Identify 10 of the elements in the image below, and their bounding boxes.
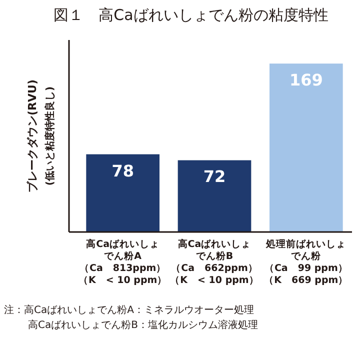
text: 注：高Caばれいしょでん粉A：ミネラルウオーター処理 — [4, 304, 254, 316]
chart-title: 図１ 高Caばれいしょでん粉の粘度特性 — [54, 6, 328, 24]
text: 高Caばれいしょでん粉B：塩化カルシウム溶液処理 — [28, 319, 258, 331]
x-tick-label: 高Caばれいしょでん粉B（Ca 662ppm）（K < 10 ppm） — [170, 238, 259, 286]
data-label: 78 — [112, 161, 134, 180]
y-axis-title: ブレークダウン(RVU) (低いと粘度特性良し) — [26, 80, 56, 192]
x-tick-label: 処理前ばれいしょでん粉（Ca 99 ppm）（K 669 ppm） — [264, 238, 348, 286]
data-label: 72 — [203, 167, 226, 186]
x-tick-label: 高Caばれいしょでん粉A（Ca 813ppm）（K < 10 ppm） — [78, 238, 168, 286]
data-label: 169 — [289, 70, 323, 90]
